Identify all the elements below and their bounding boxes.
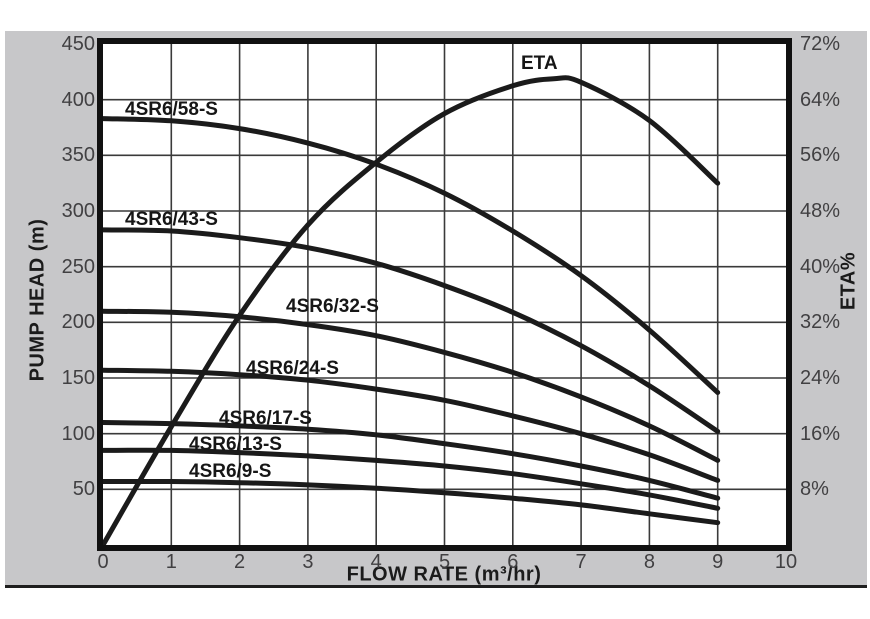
y-left-tick-label: 50 xyxy=(72,478,95,501)
curve-4sr6-17-s xyxy=(103,420,721,501)
curve-4sr6-32-s xyxy=(103,308,721,463)
y-right-tick-label: 16% xyxy=(800,422,841,445)
y-left-tick-label: 200 xyxy=(61,311,95,334)
curve-eta xyxy=(103,75,721,545)
x-tick-label: 7 xyxy=(575,551,587,573)
curve-label-4sr6-9-s: 4SR6/9-S xyxy=(189,461,271,482)
curve-4sr6-43-s xyxy=(103,227,721,434)
x-tick-label: 10 xyxy=(774,551,798,573)
curve-label-4sr6-24-s: 4SR6/24-S xyxy=(246,358,339,379)
x-tick-label: 5 xyxy=(438,551,451,573)
curve-label-4sr6-13-s: 4SR6/13-S xyxy=(189,434,282,455)
curve-4sr6-9-s xyxy=(103,478,721,526)
curve-label-4sr6-43-s: 4SR6/43-S xyxy=(125,209,218,230)
y-axis-right-title: ETA% xyxy=(837,251,860,311)
x-tick-label: 8 xyxy=(643,551,655,573)
curve-label-eta: ETA xyxy=(521,53,558,74)
y-axis-left-title: PUMP HEAD (m) xyxy=(26,218,49,382)
curve-label-4sr6-17-s: 4SR6/17-S xyxy=(219,408,312,429)
y-right-tick-label: 24% xyxy=(800,367,841,389)
x-tick-label: 1 xyxy=(165,551,177,573)
y-left-tick-label: 400 xyxy=(61,88,95,111)
curve-label-4sr6-58-s: 4SR6/58-S xyxy=(125,99,218,120)
y-left-tick-label: 450 xyxy=(61,33,95,55)
y-left-tick-label: 350 xyxy=(61,144,95,167)
x-tick-label: 0 xyxy=(97,551,109,573)
y-left-tick-label: 150 xyxy=(61,367,95,389)
x-tick-label: 6 xyxy=(507,551,519,573)
plot-area: 4SR6/58-S 4SR6/43-S 4SR6/32-S 4SR6/24-S 4SR6… xyxy=(97,38,792,551)
y-right-tick-label: 8% xyxy=(800,478,829,501)
y-right-tick-label: 56% xyxy=(800,144,841,167)
x-axis-title: FLOW RATE (m³/hr) xyxy=(346,563,542,586)
curve-4sr6-13-s xyxy=(103,447,721,511)
x-tick-label: 3 xyxy=(302,551,314,573)
x-tick-label: 2 xyxy=(234,551,246,573)
x-tick-label: 4 xyxy=(370,551,382,573)
y-left-tick-label: 100 xyxy=(61,422,95,445)
y-right-tick-label: 48% xyxy=(800,200,841,222)
curve-label-4sr6-32-s: 4SR6/32-S xyxy=(286,296,379,317)
y-left-tick-label: 300 xyxy=(61,200,95,222)
y-right-tick-label: 64% xyxy=(800,88,841,111)
y-right-tick-label: 40% xyxy=(800,255,841,278)
chart-canvas: 4SR6/58-S 4SR6/43-S 4SR6/32-S 4SR6/24-S 4SR6… xyxy=(103,44,786,545)
y-right-tick-label: 32% xyxy=(800,311,841,334)
x-tick-label: 9 xyxy=(712,551,724,573)
curve-4sr6-58-s xyxy=(103,116,721,395)
y-right-tick-label: 72% xyxy=(800,33,841,55)
y-left-tick-label: 250 xyxy=(61,255,95,278)
